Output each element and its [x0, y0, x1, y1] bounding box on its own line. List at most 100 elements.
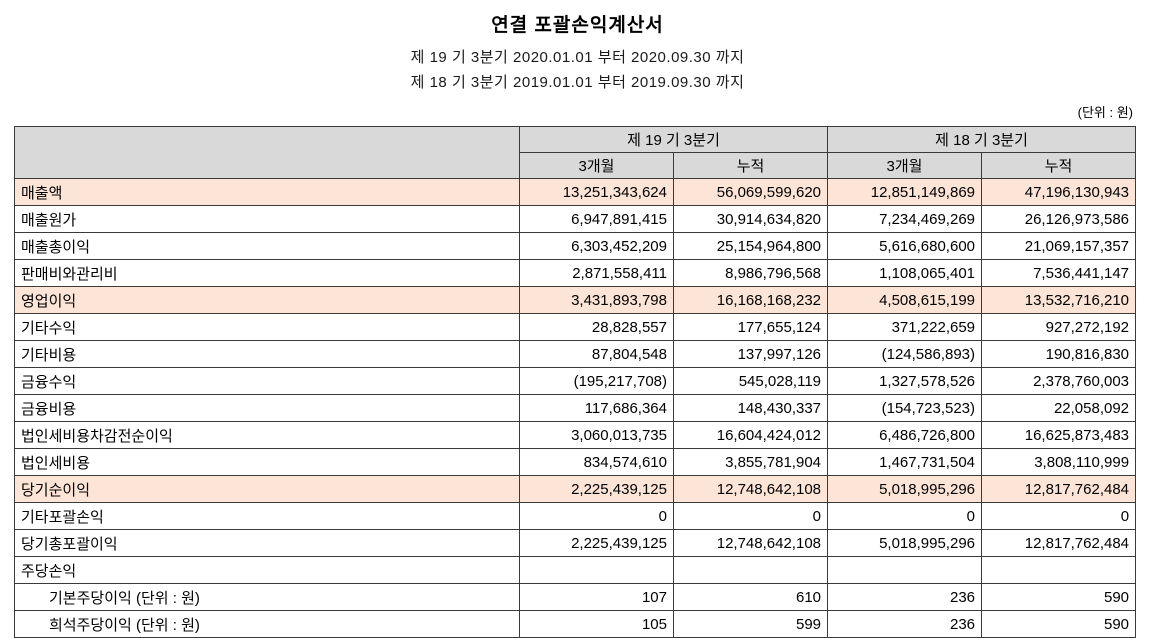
value-cell: 0: [519, 502, 674, 530]
value-cell: 25,154,964,800: [672, 232, 829, 260]
value-cell: 3,060,013,735: [519, 421, 674, 449]
value-cell: 12,851,149,869: [827, 178, 983, 206]
table-row: 당기순이익 2,225,439,125 12,748,642,108 5,018,99…: [14, 475, 1137, 503]
table-row: 기타비용 87,804,548 137,997,126 (124,586,893) 19…: [14, 340, 1137, 368]
income-statement-table: 제 19 기 3분기 제 18 기 3분기 3개월 누적 3개월 누적 매출액 1…: [14, 126, 1137, 638]
value-cell: 1,467,731,504: [827, 448, 983, 476]
table-row: 법인세비용차감전순이익 3,060,013,735 16,604,424,012 6,…: [14, 421, 1137, 449]
row-label: 판매비와관리비: [14, 259, 520, 287]
value-cell: 2,225,439,125: [519, 529, 674, 557]
value-cell: 137,997,126: [672, 340, 829, 368]
value-cell: 3,808,110,999: [981, 448, 1137, 476]
row-label: 법인세비용차감전순이익: [14, 421, 520, 449]
value-cell: [981, 556, 1137, 584]
value-cell: 13,532,716,210: [981, 286, 1137, 314]
value-cell: 7,536,441,147: [981, 259, 1137, 287]
value-cell: 148,430,337: [672, 394, 829, 422]
value-cell: 236: [827, 610, 983, 638]
value-cell: 1,108,065,401: [827, 259, 983, 287]
sub-header-3month-18: 3개월: [827, 152, 983, 179]
value-cell: 2,871,558,411: [519, 259, 674, 287]
table-row: 매출액 13,251,343,624 56,069,599,620 12,851,14…: [14, 178, 1137, 206]
value-cell: 0: [672, 502, 829, 530]
value-cell: 545,028,119: [672, 367, 829, 395]
value-cell: 5,018,995,296: [827, 529, 983, 557]
col-group-term-18: 제 18 기 3분기: [827, 126, 1137, 153]
value-cell: 56,069,599,620: [672, 178, 829, 206]
value-cell: (195,217,708): [519, 367, 674, 395]
row-label: 금융수익: [14, 367, 520, 395]
table-row: 희석주당이익 (단위 : 원) 105 599 236 590: [14, 610, 1137, 638]
column-group-header-row: 제 19 기 3분기 제 18 기 3분기: [14, 126, 1137, 179]
value-cell: (124,586,893): [827, 340, 983, 368]
value-cell: 30,914,634,820: [672, 205, 829, 233]
value-cell: 16,604,424,012: [672, 421, 829, 449]
value-cell: 47,196,130,943: [981, 178, 1137, 206]
value-cell: 2,378,760,003: [981, 367, 1137, 395]
value-cell: 4,508,615,199: [827, 286, 983, 314]
value-cell: 1,327,578,526: [827, 367, 983, 395]
value-cell: 87,804,548: [519, 340, 674, 368]
value-cell: (154,723,523): [827, 394, 983, 422]
table-row: 금융수익 (195,217,708) 545,028,119 1,327,578,52…: [14, 367, 1137, 395]
table-row: 기타수익 28,828,557 177,655,124 371,222,659 927,…: [14, 313, 1137, 341]
value-cell: 8,986,796,568: [672, 259, 829, 287]
value-cell: 834,574,610: [519, 448, 674, 476]
value-cell: 6,486,726,800: [827, 421, 983, 449]
value-cell: [672, 556, 829, 584]
row-label: 희석주당이익 (단위 : 원): [14, 610, 520, 638]
value-cell: 610: [672, 583, 829, 611]
value-cell: 5,018,995,296: [827, 475, 983, 503]
value-cell: 12,817,762,484: [981, 475, 1137, 503]
table-row: 매출원가 6,947,891,415 30,914,634,820 7,234,469…: [14, 205, 1137, 233]
value-cell: 6,303,452,209: [519, 232, 674, 260]
row-label: 당기순이익: [14, 475, 520, 503]
sub-header-3month-19: 3개월: [519, 152, 674, 179]
period-line-18: 제 18 기 3분기 2019.01.01 부터 2019.09.30 까지: [410, 74, 745, 91]
row-label: 금융비용: [14, 394, 520, 422]
corner-cell: [14, 126, 520, 179]
unit-label: (단위 : 원): [1077, 105, 1133, 120]
value-cell: 7,234,469,269: [827, 205, 983, 233]
value-cell: 177,655,124: [672, 313, 829, 341]
table-row: 당기총포괄이익 2,225,439,125 12,748,642,108 5,018,…: [14, 529, 1137, 557]
value-cell: 105: [519, 610, 674, 638]
value-cell: 117,686,364: [519, 394, 674, 422]
table-row: 영업이익 3,431,893,798 16,168,168,232 4,508,615…: [14, 286, 1137, 314]
value-cell: 22,058,092: [981, 394, 1137, 422]
value-cell: 5,616,680,600: [827, 232, 983, 260]
period-line-19: 제 19 기 3분기 2020.01.01 부터 2020.09.30 까지: [410, 49, 745, 66]
table-row: 기타포괄손익 0 0 0 0: [14, 502, 1137, 530]
row-label: 영업이익: [14, 286, 520, 314]
page-title: 연결 포괄손익계산서: [491, 15, 664, 36]
value-cell: [827, 556, 983, 584]
value-cell: 26,126,973,586: [981, 205, 1137, 233]
sub-header-row: 3개월 누적 3개월 누적: [15, 152, 1137, 179]
value-cell: 3,855,781,904: [672, 448, 829, 476]
value-cell: 28,828,557: [519, 313, 674, 341]
value-cell: 107: [519, 583, 674, 611]
value-cell: 190,816,830: [981, 340, 1137, 368]
row-label: 기타수익: [14, 313, 520, 341]
value-cell: 16,168,168,232: [672, 286, 829, 314]
value-cell: 927,272,192: [981, 313, 1137, 341]
row-label: 매출원가: [14, 205, 520, 233]
table-row: 주당손익: [14, 556, 1137, 584]
row-label: 주당손익: [14, 556, 520, 584]
document-header: 연결 포괄손익계산서 제 19 기 3분기 2020.01.01 부터 2020…: [0, 0, 1155, 95]
value-cell: 12,748,642,108: [672, 529, 829, 557]
value-cell: 371,222,659: [827, 313, 983, 341]
sub-header-cumulative-19: 누적: [672, 152, 829, 179]
value-cell: 0: [827, 502, 983, 530]
value-cell: 12,748,642,108: [672, 475, 829, 503]
value-cell: 3,431,893,798: [519, 286, 674, 314]
table-row: 매출총이익 6,303,452,209 25,154,964,800 5,616,68…: [14, 232, 1137, 260]
row-label: 매출총이익: [14, 232, 520, 260]
value-cell: 590: [981, 610, 1137, 638]
value-cell: 21,069,157,357: [981, 232, 1137, 260]
value-cell: 12,817,762,484: [981, 529, 1137, 557]
value-cell: 13,251,343,624: [519, 178, 674, 206]
value-cell: 6,947,891,415: [519, 205, 674, 233]
row-label: 법인세비용: [14, 448, 520, 476]
value-cell: [519, 556, 674, 584]
